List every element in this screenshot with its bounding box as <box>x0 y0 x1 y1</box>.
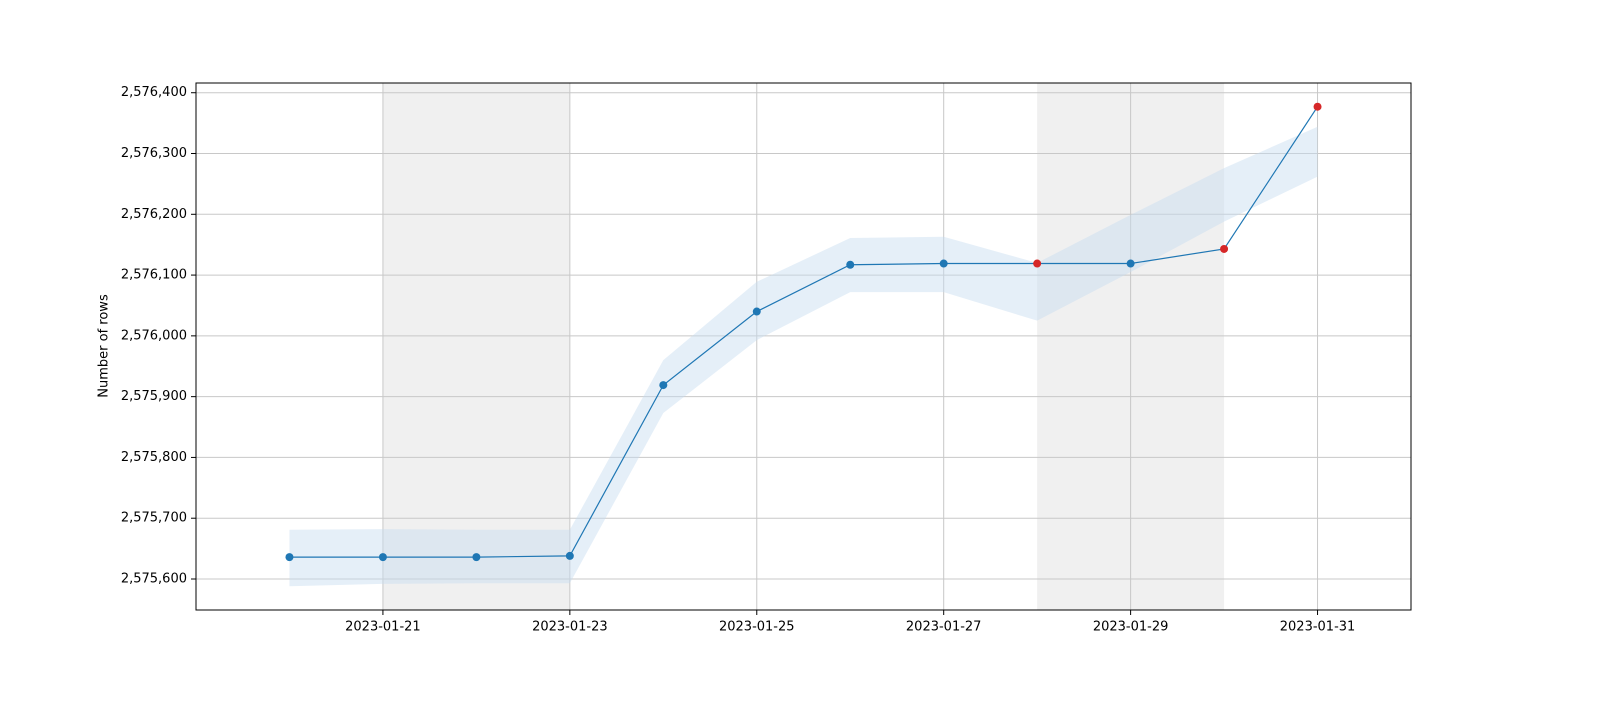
point <box>846 260 855 269</box>
y-tick-label: 2,576,100 <box>121 268 187 283</box>
y-tick-label: 2,575,700 <box>121 511 187 526</box>
y-tick-label: 2,576,300 <box>121 146 187 161</box>
y-tick-label: 2,575,900 <box>121 389 187 404</box>
weekend-shade <box>382 83 570 610</box>
y-tick-label: 2,576,000 <box>121 328 187 343</box>
line <box>289 106 1319 558</box>
x-tick-label: 2023-01-31 <box>1280 620 1356 635</box>
y-tick-label: 2,575,800 <box>121 450 187 465</box>
x-tick-label: 2023-01-29 <box>1093 620 1169 635</box>
x-tick-label: 2023-01-21 <box>345 620 421 635</box>
point <box>565 551 574 560</box>
point <box>378 553 387 562</box>
point <box>472 553 481 562</box>
y-tick-label: 2,576,400 <box>121 85 187 100</box>
point <box>1313 102 1322 111</box>
point <box>752 307 761 316</box>
point <box>285 553 294 562</box>
y-tick-label: 2,576,200 <box>121 207 187 222</box>
x-tick-label: 2023-01-25 <box>719 620 795 635</box>
confidence-band <box>289 126 1318 587</box>
plot-frame <box>195 82 1412 611</box>
point <box>939 259 948 268</box>
x-tick-label: 2023-01-27 <box>906 620 982 635</box>
y-axis-label: Number of rows <box>97 294 112 398</box>
y-tick-label: 2,575,600 <box>121 572 187 587</box>
x-tick-label: 2023-01-23 <box>532 620 608 635</box>
point <box>1126 259 1135 268</box>
point <box>1220 244 1229 253</box>
point <box>659 381 668 390</box>
point <box>1033 259 1042 268</box>
